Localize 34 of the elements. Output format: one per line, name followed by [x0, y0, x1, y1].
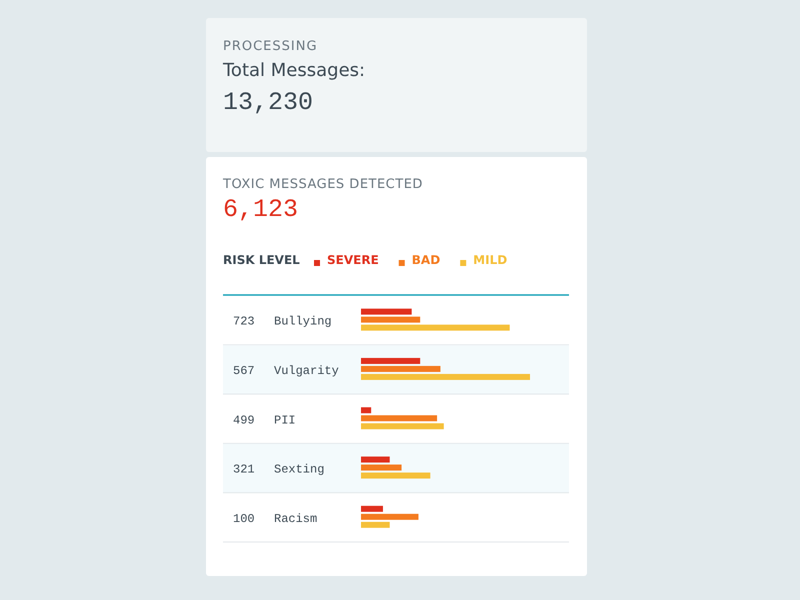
y-tick-label: Vulgarity: [274, 364, 339, 378]
bar: [361, 464, 402, 471]
bar: [361, 407, 372, 414]
y-tick-label: Sexting: [274, 462, 324, 477]
bar: [361, 472, 430, 479]
bar: [361, 514, 418, 520]
y-tick-label: Bullying: [274, 314, 332, 329]
y-tick-label: PII: [274, 413, 296, 428]
text: 567: [233, 364, 255, 378]
legend-label: SEVERE: [327, 253, 379, 267]
text: 321: [233, 462, 255, 477]
text: PROCESSING: [223, 39, 318, 54]
legend-label: MILD: [473, 253, 508, 267]
bar: [361, 316, 420, 323]
text: 499: [233, 413, 255, 428]
bar: [361, 522, 390, 528]
chart-title: TOXIC MESSAGES DETECTED: [222, 177, 423, 192]
bar: [361, 374, 530, 380]
text: 13,230: [223, 88, 314, 117]
text: 723: [233, 314, 255, 329]
bar: [361, 308, 412, 315]
bar: [361, 358, 420, 364]
text: 100: [233, 512, 255, 526]
bar: [361, 423, 444, 430]
bar: [361, 324, 510, 331]
legend-title: RISK LEVEL: [223, 253, 300, 267]
legend-label: BAD: [412, 253, 440, 267]
bar: [361, 506, 383, 512]
y-tick-label: Racism: [274, 512, 318, 526]
text: Total Messages:: [222, 60, 366, 81]
bar: [361, 456, 390, 463]
bar: [361, 366, 440, 372]
bar: [361, 415, 438, 422]
chart-subtitle: 6,123: [223, 195, 298, 224]
